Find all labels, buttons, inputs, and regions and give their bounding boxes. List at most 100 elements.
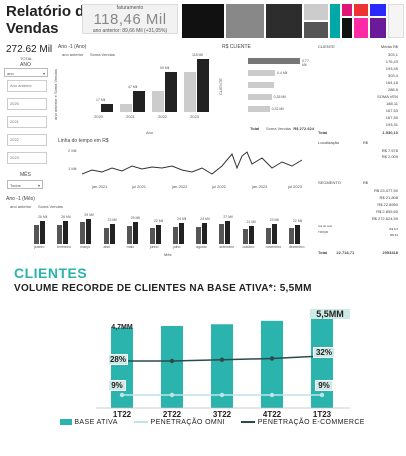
treemap-tile[interactable] [304,22,328,38]
x-tick: novembro [265,245,282,249]
bar-prev-year[interactable] [103,227,109,244]
x-tick: junho [149,245,159,249]
bar-sales[interactable] [155,224,161,244]
hbar[interactable] [248,70,275,76]
bar-sales[interactable] [225,220,231,244]
year-dropdown-value: ano [7,71,14,76]
category-axis: 1T22 2T22 3T22 4T22 1T23 [0,262,406,456]
data-label: 90 Mil [160,65,170,70]
bar-prev-year[interactable] [152,90,164,112]
slicer-button[interactable]: 2020 [7,98,47,110]
hbar[interactable] [248,106,270,112]
bar-prev-year[interactable] [219,224,225,244]
bar-prev-year[interactable] [265,227,271,244]
slicer-button[interactable]: Ano anterior [7,80,47,92]
data-label: 23 Mil [269,218,279,223]
treemap-tile[interactable] [182,4,224,38]
x-axis-label: Mês [164,252,172,257]
bar-base-ativa[interactable] [161,325,183,408]
monthly-plot-area: 26 Mil janeiro 26 Mil fevereiro 29 Mil março 2… [30,210,308,252]
bar-sales[interactable] [294,224,300,244]
data-label: 21 Mil [246,219,256,224]
ecom-line-point [219,357,225,362]
y-tick: 1 Mil [68,166,77,171]
bar-sales[interactable] [197,58,209,112]
data-label: 22 Mil [153,218,164,223]
hbar[interactable] [248,58,300,64]
treemap-tile[interactable] [388,4,404,38]
x-tick: fevereiro [57,245,71,249]
x-tick: abril [103,245,111,249]
bar-sales[interactable] [63,221,69,244]
treemap-tile[interactable] [354,18,368,38]
bar-prev-year[interactable] [173,226,178,244]
treemap-tile[interactable] [226,4,264,38]
data-label: 0,4 Mil [277,71,288,75]
bar-prev-year[interactable] [242,229,248,244]
treemap-tile[interactable] [330,4,340,38]
bar-sales[interactable] [179,223,184,244]
bar-prev-year[interactable] [80,222,86,244]
x-tick: janeiro [34,245,45,249]
bar-sales[interactable] [132,222,138,244]
slicer-button[interactable]: 2022 [7,134,47,146]
bar-prev-year[interactable] [126,225,132,244]
treemap-tile[interactable] [354,4,368,16]
legend-item: Soma Vendas [90,52,115,57]
bar-prev-year[interactable] [184,71,196,112]
treemap-tile[interactable] [342,18,352,38]
ecom-label-last: 32% [313,347,335,358]
table-row: R$ 2.855,60 [376,209,398,214]
data-label: 26 Mil [38,215,48,220]
x-tick: agosto [196,245,207,249]
dashboard-title: Relatório de Vendas [6,3,93,37]
treemap-tile[interactable] [370,4,386,16]
table-row: R$ 22.8950 [377,202,398,207]
bar-base-ativa[interactable] [211,324,233,408]
bar-prev-year[interactable] [288,228,294,244]
hbar[interactable] [248,82,274,88]
table-header: SEGMENTO R$ [318,180,368,185]
bar-sales[interactable] [109,224,115,244]
bar-prev-year[interactable] [149,228,155,244]
bar-sales[interactable] [165,71,177,112]
chart-legend: BASE ATIVA PENETRAÇÃO OMNI PENETRAÇÃO E-… [60,419,365,426]
sales-line [82,151,303,175]
legend-label-ecom: PENETRAÇÃO E-COMMERCE [257,419,365,426]
treemap-tile[interactable] [266,4,302,38]
section-subtitle: VOLUME RECORDE DE CLIENTES NA BASE ATIVA… [14,283,312,294]
treemap-tile[interactable] [342,4,352,16]
bar-sales[interactable] [248,225,254,244]
treemap-tile[interactable] [304,4,328,20]
table-row: 167,53 [385,108,398,113]
bar-sales[interactable] [40,221,45,244]
bar-sales[interactable] [271,224,277,244]
hbar[interactable] [248,94,272,100]
table-row: rca do ano [318,224,333,228]
bar-prev-year[interactable] [57,224,63,244]
bar-prev-year[interactable] [120,104,132,112]
x-tick: outubro [242,245,255,249]
year-dropdown[interactable]: ano ▾ [4,68,48,77]
legend-label-base: BASE ATIVA [74,419,118,426]
bar-prev-year[interactable] [34,224,39,244]
month-dropdown[interactable]: Todos ▾ [7,180,43,189]
slicer-button[interactable]: 2023 [7,152,47,164]
bar-prev-year[interactable] [196,226,202,244]
bar-sales[interactable] [133,90,145,112]
bar-sales[interactable] [202,223,208,244]
slicer-button[interactable]: 2021 [7,116,47,128]
bar-base-ativa[interactable] [261,320,283,408]
data-label: 0,35 Mil [273,95,286,99]
x-tick: maio [126,245,135,249]
year-label: ANO [20,62,31,68]
treemap[interactable] [182,4,404,40]
bar-sales[interactable] [101,104,113,112]
x-tick: jan 2021 [92,184,108,189]
month-dropdown-value: Todos [10,183,21,188]
data-label: 26 Mil [61,215,71,220]
bar-sales[interactable] [86,218,92,244]
treemap-tile[interactable] [370,18,386,38]
category-label: 1T23 [312,410,332,419]
table-total-row: Total 1.530,10 [318,130,398,135]
